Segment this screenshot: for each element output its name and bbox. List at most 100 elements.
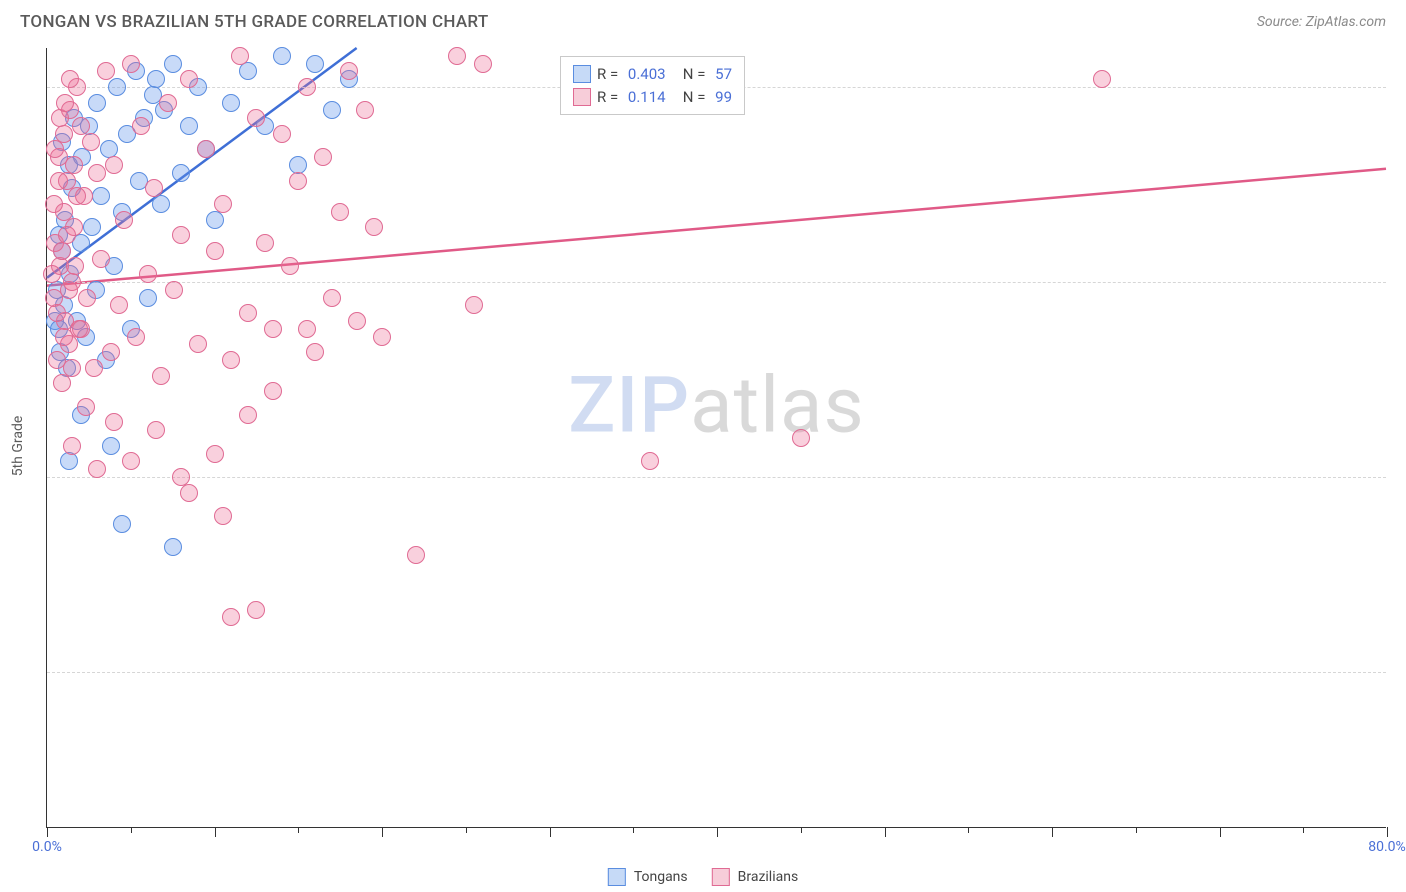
n-label: N =: [672, 86, 710, 109]
x-tick: [1052, 827, 1053, 837]
data-point: [72, 117, 90, 135]
data-point: [159, 94, 177, 112]
x-tick: [1387, 827, 1388, 837]
data-point: [222, 351, 240, 369]
data-point: [83, 218, 101, 236]
data-point: [247, 109, 265, 127]
data-point: [323, 101, 341, 119]
stats-legend: R = 0.403 N = 57R = 0.114 N = 99: [560, 56, 745, 115]
legend-swatch: [573, 88, 591, 106]
x-tick: [550, 827, 551, 837]
chart-container: TONGAN VS BRAZILIAN 5TH GRADE CORRELATIO…: [0, 0, 1406, 892]
x-tick: [131, 827, 132, 833]
data-point: [92, 187, 110, 205]
data-point: [43, 265, 61, 283]
data-point: [641, 452, 659, 470]
watermark-zip: ZIP: [568, 361, 690, 452]
data-point: [139, 289, 157, 307]
data-point: [214, 507, 232, 525]
data-point: [68, 187, 86, 205]
data-point: [50, 172, 68, 190]
data-point: [264, 320, 282, 338]
x-tick: [885, 827, 886, 837]
data-point: [152, 367, 170, 385]
watermark-atlas: atlas: [690, 361, 865, 452]
data-point: [180, 484, 198, 502]
gridline-h: [47, 282, 1386, 283]
data-point: [164, 55, 182, 73]
data-point: [77, 398, 95, 416]
data-point: [273, 47, 291, 65]
data-point: [289, 172, 307, 190]
x-tick-label: 80.0%: [1368, 839, 1406, 855]
x-tick: [633, 827, 634, 833]
data-point: [65, 156, 83, 174]
r-label: R =: [597, 63, 622, 86]
data-point: [206, 445, 224, 463]
data-point: [298, 320, 316, 338]
data-point: [256, 234, 274, 252]
data-point: [273, 125, 291, 143]
data-point: [189, 335, 207, 353]
series-legend-item: Tongans: [608, 868, 688, 886]
x-tick: [1220, 827, 1221, 837]
data-point: [206, 211, 224, 229]
data-point: [152, 195, 170, 213]
data-point: [180, 70, 198, 88]
data-point: [164, 538, 182, 556]
data-point: [105, 156, 123, 174]
x-tick: [382, 827, 383, 837]
series-legend: Tongans Brazilians: [608, 868, 798, 886]
data-point: [48, 304, 66, 322]
data-point: [85, 359, 103, 377]
data-point: [88, 164, 106, 182]
data-point: [115, 211, 133, 229]
x-tick: [801, 827, 802, 833]
watermark: ZIPatlas: [568, 361, 865, 452]
data-point: [348, 312, 366, 330]
data-point: [70, 320, 88, 338]
data-point: [61, 70, 79, 88]
data-point: [88, 94, 106, 112]
data-point: [239, 406, 257, 424]
plot-area: ZIPatlas 92.5%95.0%97.5%100.0%0.0%80.0%: [46, 48, 1386, 828]
source-attribution: Source: ZipAtlas.com: [1257, 14, 1386, 30]
data-point: [82, 133, 100, 151]
data-point: [298, 78, 316, 96]
y-axis-label: 5th Grade: [10, 416, 26, 477]
x-tick: [1303, 827, 1304, 833]
data-point: [306, 55, 324, 73]
data-point: [132, 117, 150, 135]
data-point: [206, 242, 224, 260]
data-point: [222, 94, 240, 112]
data-point: [92, 250, 110, 268]
series-name: Brazilians: [738, 869, 799, 885]
data-point: [60, 281, 78, 299]
data-point: [239, 304, 257, 322]
data-point: [465, 296, 483, 314]
data-point: [56, 94, 74, 112]
data-point: [105, 413, 123, 431]
data-point: [323, 289, 341, 307]
data-point: [122, 452, 140, 470]
data-point: [264, 382, 282, 400]
data-point: [356, 101, 374, 119]
x-tick: [466, 827, 467, 833]
data-point: [792, 429, 810, 447]
data-point: [214, 195, 232, 213]
data-point: [331, 203, 349, 221]
data-point: [373, 328, 391, 346]
stats-legend-row: R = 0.403 N = 57: [573, 63, 732, 86]
data-point: [63, 359, 81, 377]
header: TONGAN VS BRAZILIAN 5TH GRADE CORRELATIO…: [0, 0, 1406, 40]
data-point: [222, 608, 240, 626]
data-point: [340, 62, 358, 80]
data-point: [139, 265, 157, 283]
data-point: [110, 296, 128, 314]
data-point: [281, 257, 299, 275]
r-value: 0.114: [628, 86, 666, 109]
data-point: [407, 546, 425, 564]
stats-legend-row: R = 0.114 N = 99: [573, 86, 732, 109]
data-point: [51, 109, 69, 127]
data-point: [66, 257, 84, 275]
